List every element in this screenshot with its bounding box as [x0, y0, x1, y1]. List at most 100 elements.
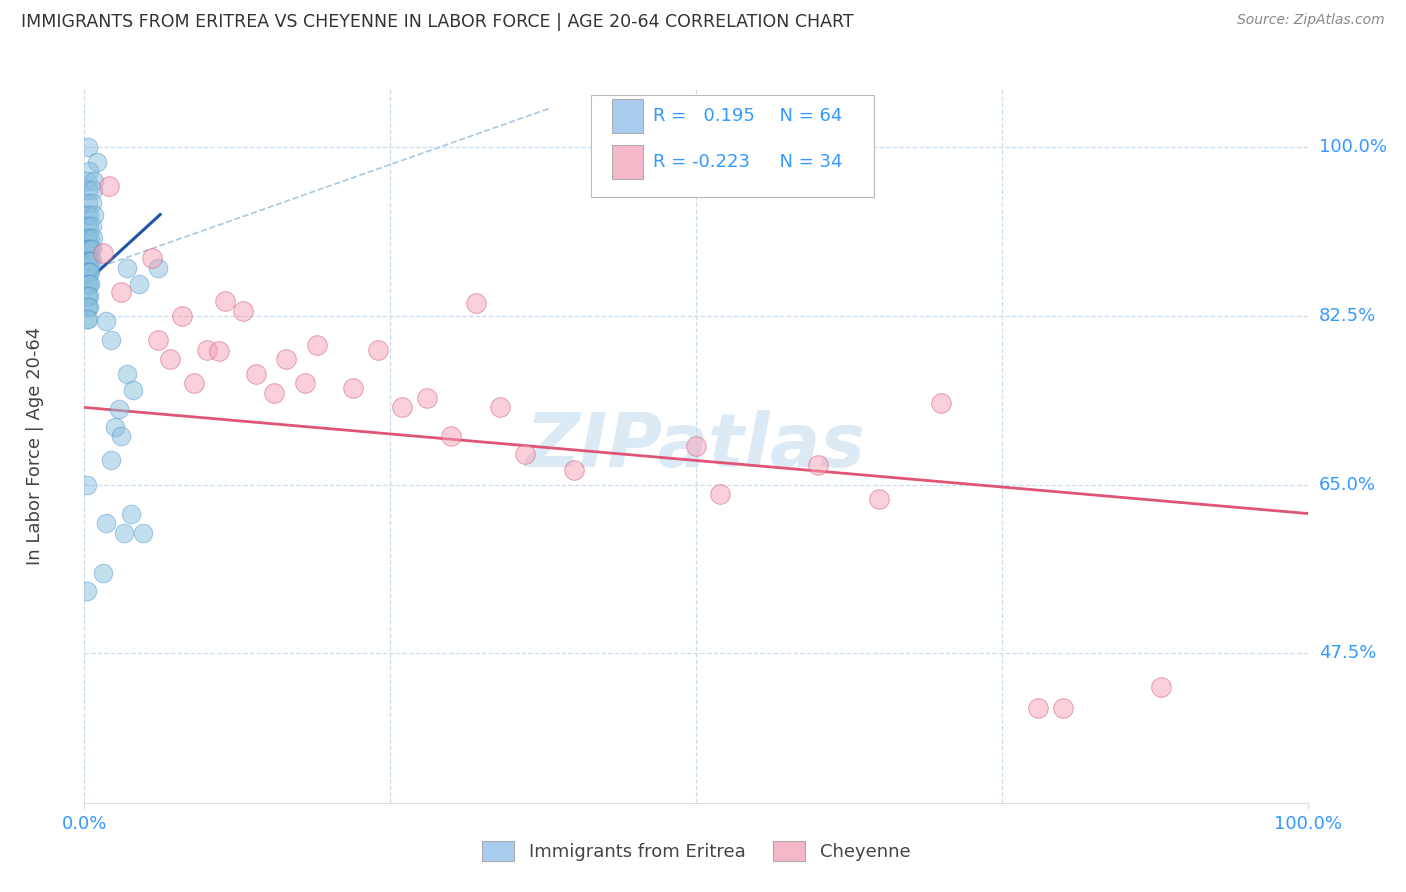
Point — [77, 196, 100, 211]
Point — [562, 463, 585, 477]
Point — [77, 242, 100, 256]
Point — [79, 253, 101, 268]
Point — [807, 458, 830, 473]
Point — [489, 401, 512, 415]
Point — [263, 386, 285, 401]
Point — [77, 253, 100, 268]
Point — [80, 196, 103, 211]
Point — [80, 219, 103, 234]
Text: In Labor Force | Age 20-64: In Labor Force | Age 20-64 — [27, 326, 45, 566]
Point — [110, 429, 132, 443]
Point — [141, 251, 163, 265]
Point — [77, 164, 100, 178]
Point — [77, 230, 100, 244]
Point — [146, 333, 169, 347]
Point — [232, 304, 254, 318]
Text: 47.5%: 47.5% — [1319, 644, 1376, 663]
Point — [76, 253, 98, 268]
Point — [110, 285, 132, 299]
Point — [76, 208, 98, 222]
Point — [79, 230, 101, 244]
Point — [77, 300, 100, 314]
Point — [77, 265, 100, 279]
Point — [159, 352, 181, 367]
Point — [77, 288, 100, 302]
Text: R =   0.195: R = 0.195 — [652, 107, 755, 125]
Point — [76, 300, 98, 314]
Point — [104, 419, 127, 434]
Point — [122, 383, 145, 397]
Point — [77, 140, 100, 154]
Point — [97, 178, 120, 193]
Point — [91, 246, 114, 260]
Point — [685, 439, 707, 453]
Point — [79, 242, 101, 256]
Point — [80, 253, 103, 268]
Point — [440, 429, 463, 443]
Text: Source: ZipAtlas.com: Source: ZipAtlas.com — [1237, 13, 1385, 28]
Text: 82.5%: 82.5% — [1319, 307, 1376, 325]
Point — [76, 230, 98, 244]
Point — [79, 277, 101, 291]
Text: 100.0%: 100.0% — [1319, 138, 1386, 156]
Point — [91, 566, 114, 581]
Point — [128, 277, 150, 291]
Point — [172, 309, 194, 323]
Text: ZIPatlas: ZIPatlas — [526, 409, 866, 483]
Point — [77, 265, 100, 279]
Point — [214, 294, 236, 309]
Point — [76, 174, 98, 188]
Point — [77, 277, 100, 291]
Point — [80, 242, 103, 256]
Point — [76, 277, 98, 291]
Point — [120, 507, 142, 521]
Point — [869, 491, 891, 506]
Point — [100, 453, 122, 467]
Point — [115, 367, 138, 381]
Point — [1028, 701, 1050, 715]
Point — [96, 313, 118, 327]
Point — [709, 487, 731, 501]
Point — [112, 525, 135, 540]
Point — [77, 219, 100, 234]
Point — [342, 381, 364, 395]
Point — [83, 174, 105, 188]
Point — [77, 277, 100, 291]
Point — [245, 367, 267, 381]
Point — [77, 311, 100, 326]
Text: N = 64: N = 64 — [768, 107, 842, 125]
Point — [77, 208, 100, 222]
Text: N = 34: N = 34 — [768, 153, 842, 171]
Point — [391, 401, 413, 415]
Point — [464, 296, 486, 310]
Point — [76, 311, 98, 326]
Point — [76, 477, 98, 491]
Point — [76, 219, 98, 234]
Point — [416, 391, 439, 405]
Point — [79, 265, 101, 279]
Point — [208, 344, 231, 359]
Point — [77, 242, 100, 256]
Text: 65.0%: 65.0% — [1319, 475, 1375, 493]
Point — [132, 525, 155, 540]
Point — [107, 402, 129, 417]
Point — [76, 265, 98, 279]
Point — [1052, 701, 1074, 715]
Point — [929, 395, 952, 409]
Point — [76, 242, 98, 256]
Point — [183, 376, 205, 391]
Point — [100, 333, 122, 347]
Point — [82, 230, 104, 244]
Point — [96, 516, 118, 530]
Point — [294, 376, 316, 391]
Point — [115, 260, 138, 275]
Point — [513, 447, 536, 461]
Legend: Immigrants from Eritrea, Cheyenne: Immigrants from Eritrea, Cheyenne — [475, 833, 917, 869]
Point — [83, 208, 105, 222]
Point — [367, 343, 389, 357]
Point — [195, 343, 218, 357]
Point — [77, 300, 100, 314]
Point — [276, 352, 298, 367]
Text: IMMIGRANTS FROM ERITREA VS CHEYENNE IN LABOR FORCE | AGE 20-64 CORRELATION CHART: IMMIGRANTS FROM ERITREA VS CHEYENNE IN L… — [21, 13, 853, 31]
Point — [146, 260, 169, 275]
